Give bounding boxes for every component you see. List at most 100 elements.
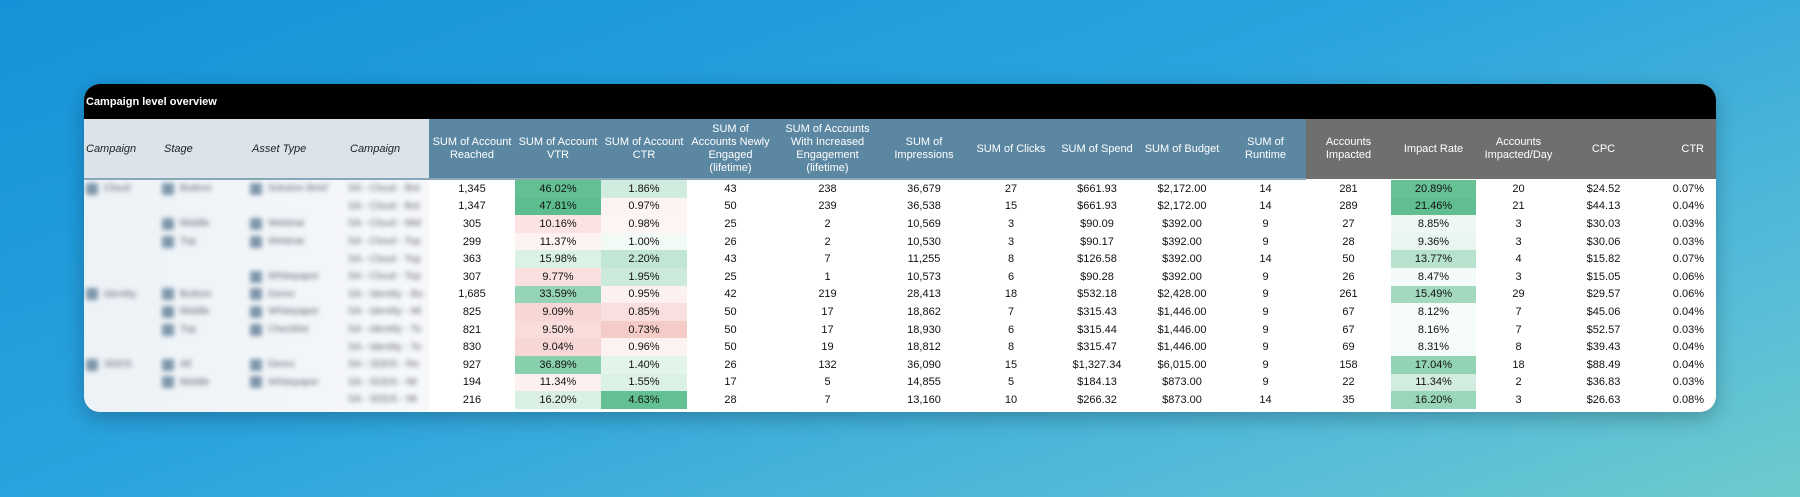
table-row[interactable]: SA - Cloud - Top 363 15.98% 2.20% 43 7 11,255 8… <box>84 250 1716 268</box>
header-account-vtr[interactable]: SUM of Account VTR <box>515 119 601 179</box>
impacted-cell: 67 <box>1342 305 1355 318</box>
campaign-overview-table: Campaign level overview Campaign Stage A… <box>84 84 1716 412</box>
cpc-cell: $24.52 <box>1586 182 1621 195</box>
cpc-cell: $15.05 <box>1586 270 1621 283</box>
clicks-cell: 6 <box>1007 323 1015 336</box>
budget-cell: $1,446.00 <box>1157 341 1207 354</box>
impacted-cell: 35 <box>1342 393 1355 406</box>
impr-cell: 13,160 <box>907 393 941 406</box>
header-cpc[interactable]: CPC <box>1561 119 1646 179</box>
increased-cell: 19 <box>821 341 834 354</box>
newly-cell: 25 <box>724 217 737 230</box>
rate-cell: 8.16% <box>1391 320 1476 339</box>
budget-cell: $2,172.00 <box>1157 182 1207 195</box>
header-ctr[interactable]: CTR <box>1646 119 1716 179</box>
clicks-cell: 15 <box>1004 358 1018 371</box>
spend-cell: $184.13 <box>1077 376 1117 389</box>
header-impact-rate[interactable]: Impact Rate <box>1391 119 1476 179</box>
runtime-cell: 9 <box>1262 270 1269 283</box>
runtime-cell: 9 <box>1262 288 1269 301</box>
newly-cell: 43 <box>724 253 737 266</box>
cell-text: SA - Cloud - Bot <box>348 200 420 212</box>
spend-cell: $1,327.34 <box>1072 358 1122 371</box>
runtime-cell: 9 <box>1262 376 1269 389</box>
stage-cell: Top <box>162 233 248 251</box>
header-stage[interactable]: Stage <box>164 142 193 155</box>
cell-text: SA - SDDS - Mi <box>348 394 417 406</box>
impacted-cell: 69 <box>1342 341 1355 354</box>
increased-cell: 2 <box>824 217 831 230</box>
campaign-name-cell: SA - Cloud - Top <box>348 233 428 251</box>
campaign-name-cell: SA - SDDS - Mi <box>348 374 428 392</box>
table-row[interactable]: Top Checklist SA - Identity - To 821 9.50% 0.… <box>84 320 1716 339</box>
impr-cell: 18,812 <box>907 341 941 354</box>
tag-icon <box>86 182 98 195</box>
rate-cell: 8.31% <box>1391 338 1476 356</box>
header-newly-engaged[interactable]: SUM of Accounts Newly Engaged (lifetime) <box>687 119 774 179</box>
campaign-name-cell: SA - Cloud - Mid <box>348 215 428 233</box>
header-asset-type[interactable]: Asset Type <box>252 142 307 155</box>
asset-type-cell: Webinar <box>250 215 346 233</box>
ctr-cell: 0.95% <box>601 285 687 304</box>
header-runtime[interactable]: SUM of Runtime <box>1225 119 1306 179</box>
tag-icon <box>86 358 98 371</box>
spend-cell: $126.58 <box>1077 253 1117 266</box>
table-row[interactable]: Cloud Bottom Solution Brief SA - Cloud - Bo… <box>84 180 1716 198</box>
table-row[interactable]: Top Webinar SA - Cloud - Top 299 11.37% 1.00%… <box>84 232 1716 251</box>
perday-cell: 7 <box>1515 323 1522 336</box>
spend-cell: $532.18 <box>1077 288 1117 301</box>
table-row[interactable]: Identity Bottom Demo SA - Identity - Bo 1,68… <box>84 285 1716 304</box>
rate-cell: 20.89% <box>1391 180 1476 198</box>
table-row[interactable]: SA - Cloud - Bot 1,347 47.81% 0.97% 50 239 36,… <box>84 197 1716 216</box>
impr-cell: 10,569 <box>907 217 941 230</box>
ctr-cell: 0.85% <box>601 303 687 321</box>
rate-cell: 17.04% <box>1391 356 1476 374</box>
newly-cell: 42 <box>724 288 737 301</box>
table-row[interactable]: SDDS All Demo SA - SDDS - Re 927 36.89% 1.40% 2… <box>84 356 1716 374</box>
header-accounts-impacted-per-day[interactable]: Accounts Impacted/Day <box>1476 119 1561 179</box>
header-budget[interactable]: SUM of Budget <box>1139 119 1225 179</box>
tag-icon <box>162 217 174 230</box>
runtime-cell: 14 <box>1259 200 1272 213</box>
spend-cell: $90.09 <box>1080 217 1114 230</box>
perday-cell: 3 <box>1515 393 1522 406</box>
header-increased-engagement[interactable]: SUM of Accounts With Increased Engagemen… <box>774 119 881 179</box>
clicks-cell: 3 <box>1007 235 1015 248</box>
table-row[interactable]: Middle Whitepaper SA - SDDS - Mi 194 11.34% 1… <box>84 373 1716 392</box>
header-spend[interactable]: SUM of Spend <box>1055 119 1139 179</box>
header-campaign-name[interactable]: Campaign <box>350 142 401 155</box>
newly-cell: 17 <box>724 376 737 389</box>
stage-cell: All <box>162 356 248 374</box>
table-row[interactable]: Whitepaper SA - Cloud - Top 307 9.77% 1.95% 2… <box>84 268 1716 286</box>
cell-text: SA - Identity - To <box>348 324 422 336</box>
table-row[interactable]: SA - Identity - To 830 9.04% 0.96% 50 19 18,81… <box>84 338 1716 356</box>
clicks-cell: 8 <box>1007 341 1015 354</box>
campaign-name-cell: SA - Identity - Bo <box>348 286 428 304</box>
impr-cell: 18,930 <box>907 323 941 336</box>
header-clicks[interactable]: SUM of Clicks <box>967 119 1055 179</box>
table-row[interactable]: SA - SDDS - Mi 216 16.20% 4.63% 28 7 13,160 10 $… <box>84 391 1716 409</box>
ctr2-cell: 0.06% <box>1672 270 1704 283</box>
header-campaign-group[interactable]: Campaign <box>86 142 137 155</box>
header-accounts-impacted[interactable]: Accounts Impacted <box>1306 119 1391 179</box>
header-account-reached[interactable]: SUM of Account Reached <box>429 119 515 179</box>
budget-cell: $1,446.00 <box>1157 323 1207 336</box>
ctr2-cell: 0.08% <box>1672 393 1704 406</box>
asset-type-cell: Whitepaper <box>250 303 346 321</box>
header-account-ctr[interactable]: SUM of Account CTR <box>601 119 687 179</box>
vtr-cell: 9.77% <box>515 268 601 286</box>
header-impressions[interactable]: SUM of Impressions <box>881 119 967 179</box>
impr-cell: 10,530 <box>907 235 941 248</box>
ctr-cell: 0.73% <box>601 320 687 339</box>
tag-icon <box>250 270 262 283</box>
table-row[interactable]: Middle Webinar SA - Cloud - Mid 305 10.16% 0.… <box>84 215 1716 233</box>
cell-text: Middle <box>180 306 210 318</box>
newly-cell: 43 <box>724 182 737 195</box>
stage-cell: Bottom <box>162 286 248 304</box>
spend-cell: $661.93 <box>1077 182 1117 195</box>
rate-cell: 8.85% <box>1391 215 1476 233</box>
table-row[interactable]: Middle Whitepaper SA - Identity - Mi 825 9.0… <box>84 303 1716 321</box>
tag-icon <box>250 376 262 389</box>
asset-type-cell: Checklist <box>250 321 346 339</box>
cell-text: Whitepaper <box>268 306 320 318</box>
